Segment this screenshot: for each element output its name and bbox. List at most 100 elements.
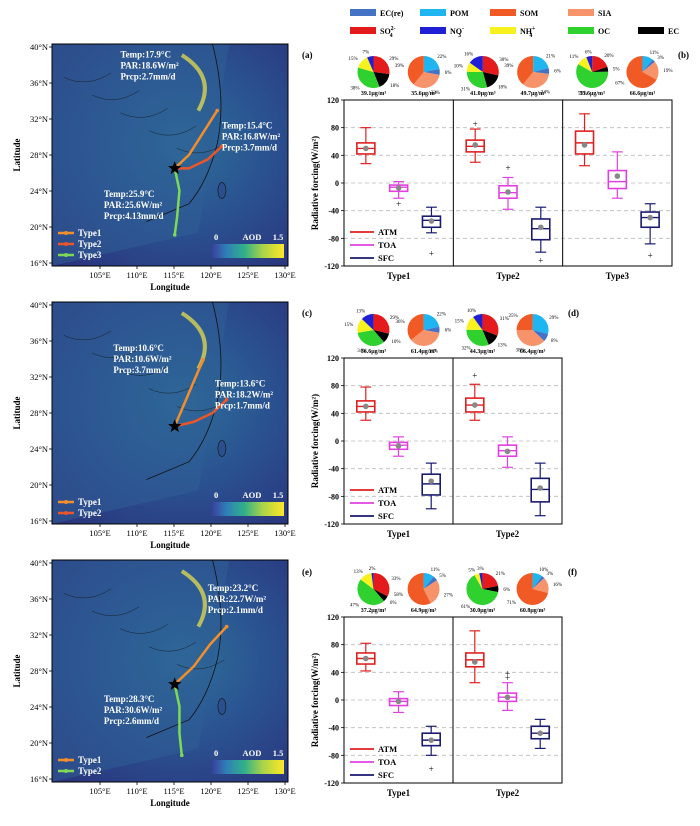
route-end-marker <box>172 233 177 237</box>
pie-slice <box>373 56 390 75</box>
pie-slice <box>516 314 533 330</box>
legend-label-sup: + <box>532 26 536 32</box>
pie-slice <box>407 56 424 85</box>
pie-slice-label: 22% <box>437 55 446 60</box>
series-legend-label: SFC <box>378 770 394 780</box>
box-mean <box>472 142 479 148</box>
box-mean <box>428 218 435 224</box>
route-legend-marker <box>64 242 68 246</box>
series-legend-label: SFC <box>378 253 394 263</box>
pie-slice <box>358 57 374 72</box>
route-1 <box>173 625 228 686</box>
lat-tick-label: 32°N <box>30 372 48 382</box>
y-tick-label: 40 <box>331 668 339 677</box>
pie-slice-label: 10% <box>539 568 548 573</box>
box-panel-2: (c) (d) 120 80 40 0 -40 -80 -120 Radiative forcin… <box>302 308 579 539</box>
outlier-marker: + <box>505 163 510 173</box>
pie-slice-label: 39% <box>395 64 404 69</box>
pie-slice <box>642 61 659 80</box>
map-xlabel: Longitude <box>150 282 190 292</box>
pie-slice <box>466 575 499 605</box>
box-atm: + <box>465 119 486 163</box>
legend-label-main: EC <box>668 27 679 36</box>
route-end-marker <box>180 753 184 758</box>
pie-slice <box>373 314 390 334</box>
pie-slice-label: 37% <box>429 349 438 354</box>
pie-slice <box>533 56 549 72</box>
high-aod-band <box>180 53 207 112</box>
lon-tick-label: 120°E <box>200 270 221 280</box>
pie-slice-label: 6% <box>445 71 452 76</box>
pie-slice-label: 11% <box>650 51 659 56</box>
box-iqr <box>607 169 628 190</box>
meteorology-annotation: PAR:22.7W/m² <box>208 594 267 604</box>
pie-slice-label: 31% <box>461 88 470 93</box>
pie-slice <box>423 314 440 330</box>
pie-slice <box>360 573 374 589</box>
category-label: Type3 <box>606 271 630 281</box>
pie-slice-label: 21% <box>546 54 555 59</box>
pie-slice <box>373 330 389 343</box>
meteorology-annotation: PAR:30.6W/m² <box>104 705 163 715</box>
outlier-marker: + <box>648 251 653 261</box>
category-label: Type1 <box>387 529 411 539</box>
route-legend-marker <box>64 758 68 762</box>
pie-slice <box>357 579 384 605</box>
route-legend-label: Type3 <box>78 250 102 260</box>
pie-slice <box>522 72 550 89</box>
pie-slice-label: 16% <box>553 583 562 588</box>
y-tick-label: 80 <box>331 382 339 391</box>
y-axis-label: Radiative forcing(W/m²) <box>310 394 320 488</box>
pie-slice <box>373 72 390 87</box>
pie-slice-label: 10% <box>391 340 400 345</box>
colorbar-min: 0 <box>214 748 218 758</box>
high-aod-band <box>180 569 207 628</box>
meteorology-annotation: PAR:18.2W/m² <box>215 389 274 399</box>
box-toa <box>607 151 628 199</box>
lat-tick-label: 24°N <box>30 186 48 196</box>
colorbar-label: AOD <box>243 232 262 242</box>
pie-slice <box>482 585 499 593</box>
pie-slice-label: 15% <box>455 319 464 324</box>
pie-slice <box>474 573 483 589</box>
pie-slice <box>357 330 384 347</box>
pie-slice <box>371 572 374 589</box>
pie-caption: 61.4μg/m³ <box>411 349 437 355</box>
lon-tick-label: 115°E <box>163 786 184 796</box>
site-star <box>168 161 182 174</box>
series-legend-label: TOA <box>378 240 397 250</box>
lon-tick-label: 130°E <box>274 528 295 538</box>
meteorology-annotation: PAR:10.6W/m² <box>113 354 172 364</box>
pie-caption: 35.6μg/m³ <box>411 91 437 97</box>
land-region <box>52 560 229 782</box>
pie-slice <box>586 55 593 72</box>
meteorology-annotation: Prcp:2.1mm/d <box>208 605 263 615</box>
coastline <box>146 301 222 480</box>
meteorology-annotation: Temp:15.4°C <box>222 120 273 130</box>
pie-slice-label: 39% <box>504 64 513 69</box>
y-tick-label: -80 <box>328 234 339 243</box>
y-tick-label: -80 <box>328 492 339 501</box>
pie-slice-label: 59% <box>578 91 587 96</box>
province-boundary <box>120 366 168 376</box>
pie-slice-label: 34% <box>357 349 366 354</box>
pie-slice-label: 29% <box>549 316 558 321</box>
pie-caption: 66.4μg/m³ <box>520 349 546 355</box>
legend-label-sub: 4 <box>529 33 532 39</box>
pie-caption: 30.0μg/m³ <box>470 608 496 614</box>
box-atm <box>355 386 376 421</box>
map-ylabel: Latitude <box>12 396 22 429</box>
series-legend: ATM TOA SFC <box>350 227 397 263</box>
y-tick-label: -120 <box>324 520 339 529</box>
lat-tick-label: 16°N <box>30 774 48 784</box>
y-tick-label: 0 <box>335 179 339 188</box>
pie-slice-label: 58% <box>394 593 403 598</box>
pie-slice-label: 18% <box>390 84 399 89</box>
lat-tick-label: 36°N <box>30 78 48 88</box>
panel-label: (f) <box>568 567 577 577</box>
pie-slice <box>407 314 424 340</box>
lon-tick-label: 120°E <box>200 528 221 538</box>
coastline <box>146 559 222 738</box>
